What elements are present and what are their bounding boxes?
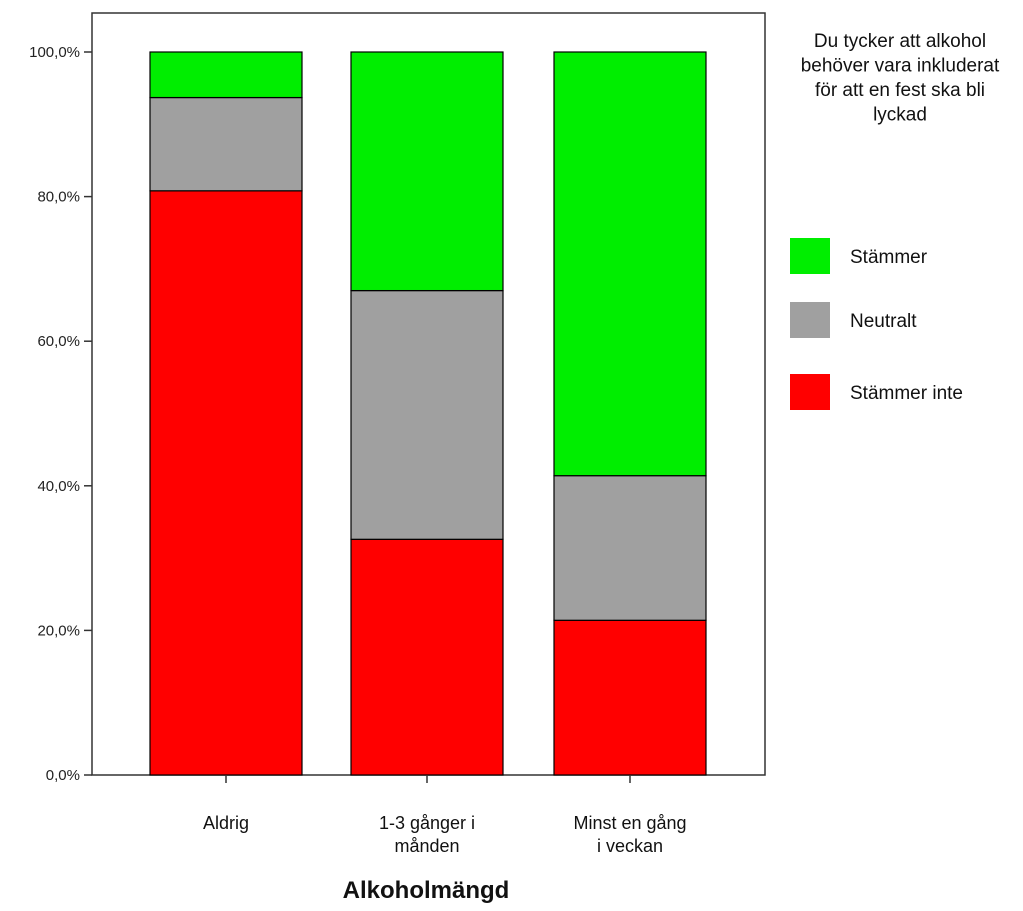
bar-segment-stämmer-inte <box>149 190 303 776</box>
bar-segment-stämmer <box>553 51 707 477</box>
y-tick-label: 80,0% <box>37 189 80 206</box>
x-axis-label: Alkoholmängd <box>343 877 510 904</box>
bar-segment-neutralt <box>350 289 504 540</box>
x-category-label: Minst en gång i veckan <box>573 813 686 856</box>
legend-title: Du tycker att alkohol behöver vara inklud… <box>801 31 1000 126</box>
bar-segment-stämmer-inte <box>350 538 504 776</box>
x-category-label: Aldrig <box>203 813 249 833</box>
legend-label: Neutralt <box>850 311 917 332</box>
legend-label: Stämmer <box>850 247 928 268</box>
bar-segment-neutralt <box>149 96 303 192</box>
bar-segment-stämmer <box>350 51 504 292</box>
x-category-label: 1-3 gånger i månden <box>379 813 475 856</box>
y-tick-label: 100,0% <box>29 44 80 61</box>
legend-swatch-neutralt <box>790 302 830 338</box>
legend-swatch-stämmer-inte <box>790 374 830 410</box>
bar-segment-stämmer-inte <box>553 619 707 776</box>
y-tick-label: 20,0% <box>37 622 80 639</box>
bar-segment-neutralt <box>553 475 707 621</box>
bar-segment-stämmer <box>149 51 303 99</box>
legend-label: Stämmer inte <box>850 383 963 404</box>
y-tick-label: 40,0% <box>37 478 80 495</box>
y-tick-label: 0,0% <box>46 767 80 784</box>
y-tick-label: 60,0% <box>37 333 80 350</box>
legend-swatch-stämmer <box>790 238 830 274</box>
